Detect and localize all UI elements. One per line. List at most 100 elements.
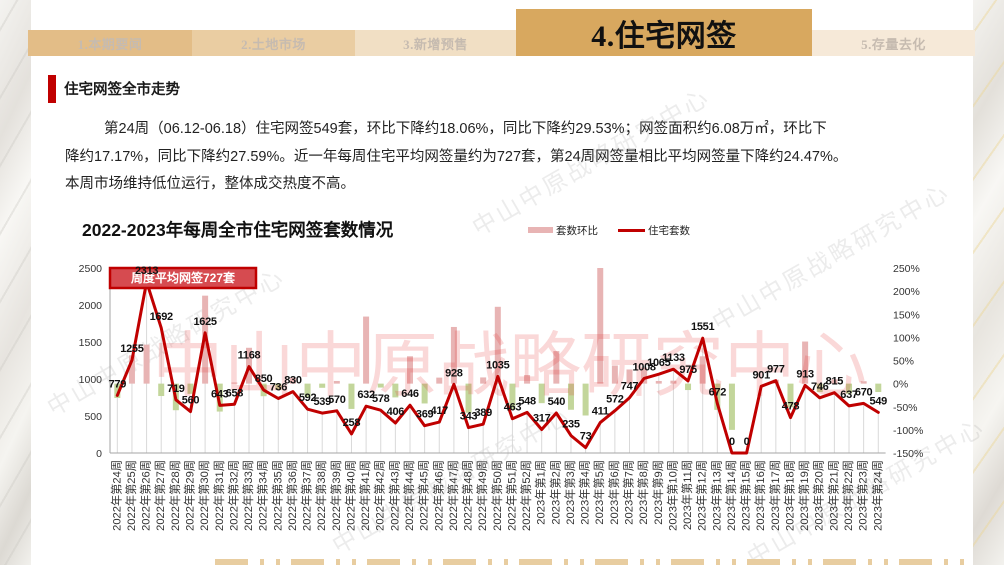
data-label: 719 (167, 383, 185, 395)
bar (289, 377, 296, 384)
y-axis-right-tick: 0% (893, 379, 908, 391)
data-label: 815 (826, 376, 844, 388)
bar (787, 383, 794, 408)
x-axis-labels: 2022年第24周 2022年第25周 2022年第26周 2022年第27周 2022… (109, 460, 884, 531)
y-axis-left-tick: 500 (84, 411, 102, 423)
x-axis-label: 2023年第18周 (783, 460, 797, 531)
data-label: 343 (460, 411, 478, 423)
bar (611, 365, 618, 384)
data-label: 369 (416, 409, 434, 421)
bar (655, 380, 662, 384)
x-axis-label: 2022年第28周 (168, 460, 182, 531)
x-axis-label: 2022年第46周 (431, 460, 445, 531)
x-axis-label: 2023年第7周 (622, 460, 636, 525)
x-axis-label: 2023年第23周 (856, 460, 870, 531)
y-axis-left-tick: 1000 (79, 374, 103, 386)
line-series-units (115, 280, 880, 455)
x-axis-label: 2022年第39周 (329, 460, 343, 531)
x-axis-label: 2022年第26周 (139, 460, 153, 531)
x-axis-label: 2023年第20周 (812, 460, 826, 531)
data-label: 670 (855, 386, 873, 398)
x-axis-label: 2023年第6周 (607, 460, 621, 525)
x-axis-label: 2022年第29周 (183, 460, 197, 531)
data-label: 1551 (691, 321, 714, 333)
bar (465, 383, 472, 413)
bar (494, 306, 501, 384)
tab-label: 3.新增预售 (403, 36, 468, 52)
bar (158, 383, 165, 397)
x-axis-label: 2022年第32周 (226, 460, 240, 531)
bar (538, 383, 545, 404)
bar (553, 351, 560, 384)
bar (670, 380, 677, 384)
summary-line: 本周市场维持低位运行，整体成交热度不高。 (65, 176, 355, 192)
x-axis-label: 2022年第33周 (241, 460, 255, 531)
data-labels: 7791255231316927195601625643658116885073… (109, 265, 888, 448)
bar (728, 383, 735, 430)
bar (275, 383, 282, 390)
data-label: 646 (401, 388, 419, 400)
y-axis-right-tick: 50% (893, 356, 914, 368)
data-label: 658 (226, 387, 244, 399)
data-label: 570 (328, 394, 346, 406)
data-label: 977 (767, 364, 785, 376)
x-axis-label: 2023年第24周 (870, 460, 884, 531)
x-axis-label: 2022年第42周 (373, 460, 387, 531)
y-axis-right-tick: -100% (893, 425, 923, 437)
bar (187, 383, 194, 394)
data-label: 850 (255, 373, 273, 385)
y-axis-right-tick: -150% (893, 448, 923, 460)
data-label: 549 (870, 395, 888, 407)
data-label: 463 (504, 402, 522, 414)
bar (699, 356, 706, 384)
bar (421, 383, 428, 404)
bar (831, 379, 838, 384)
x-axis-label: 2022年第31周 (212, 460, 226, 531)
tab-land-market[interactable]: 2.土地市场 (192, 30, 355, 56)
y-axis-left-tick: 0 (96, 448, 102, 460)
x-axis-label: 2022年第40周 (344, 460, 358, 531)
x-axis-label: 2023年第17周 (768, 460, 782, 531)
bar (846, 383, 853, 394)
bar (436, 377, 443, 384)
data-label: 1255 (120, 343, 143, 355)
x-axis-label: 2023年第13周 (709, 460, 723, 531)
data-label: 1065 (647, 357, 670, 369)
bottom-decorative-band (215, 559, 968, 565)
data-label: 317 (533, 413, 551, 425)
bar (875, 383, 882, 392)
x-axis-label: 2023年第16周 (753, 460, 767, 531)
x-axis-label: 2023年第3周 (563, 460, 577, 525)
data-label: 73 (580, 431, 592, 443)
data-label: 478 (782, 401, 800, 413)
tab-new-presale[interactable]: 3.新增预售 (355, 30, 516, 56)
x-axis-label: 2022年第49周 (475, 460, 489, 531)
x-axis-label: 2022年第47周 (446, 460, 460, 531)
x-axis-label: 2023年第19周 (797, 460, 811, 531)
bar (450, 326, 457, 384)
data-label: 560 (182, 395, 200, 407)
bar (567, 383, 574, 410)
x-axis-label: 2022年第27周 (153, 460, 167, 531)
x-axis-label: 2022年第25周 (124, 460, 138, 531)
x-axis-label: 2023年第11周 (680, 460, 694, 530)
legend-label-wow: 套数环比 (556, 224, 598, 237)
data-label: 417 (431, 405, 449, 417)
x-axis-label: 2022年第41周 (358, 460, 372, 531)
average-annotation: 周度平均网签727套 (108, 266, 258, 290)
data-label: 572 (606, 394, 624, 406)
tab-news[interactable]: 1.本期要闻 (28, 30, 192, 56)
bar (524, 375, 531, 384)
data-label: 747 (621, 381, 639, 393)
tab-inventory[interactable]: 5.存量去化 (812, 30, 975, 56)
x-axis-label: 2023年第14周 (724, 460, 738, 531)
legend-label-units: 住宅套数 (648, 224, 690, 237)
x-axis-label: 2022年第36周 (285, 460, 299, 531)
bar (216, 383, 223, 412)
x-axis-label: 2023年第5周 (592, 460, 606, 525)
summary-line: 降约17.17%，同比下降约27.59%。近一年每周住宅平均网签量约为727套，… (65, 148, 848, 165)
y-axis-left-tick: 1500 (79, 337, 103, 349)
y-axis-left-tick: 2500 (79, 263, 103, 275)
tab-residential-signing-active[interactable]: 4.住宅网签 (516, 9, 812, 56)
y-axis-right-tick: 150% (893, 309, 920, 321)
